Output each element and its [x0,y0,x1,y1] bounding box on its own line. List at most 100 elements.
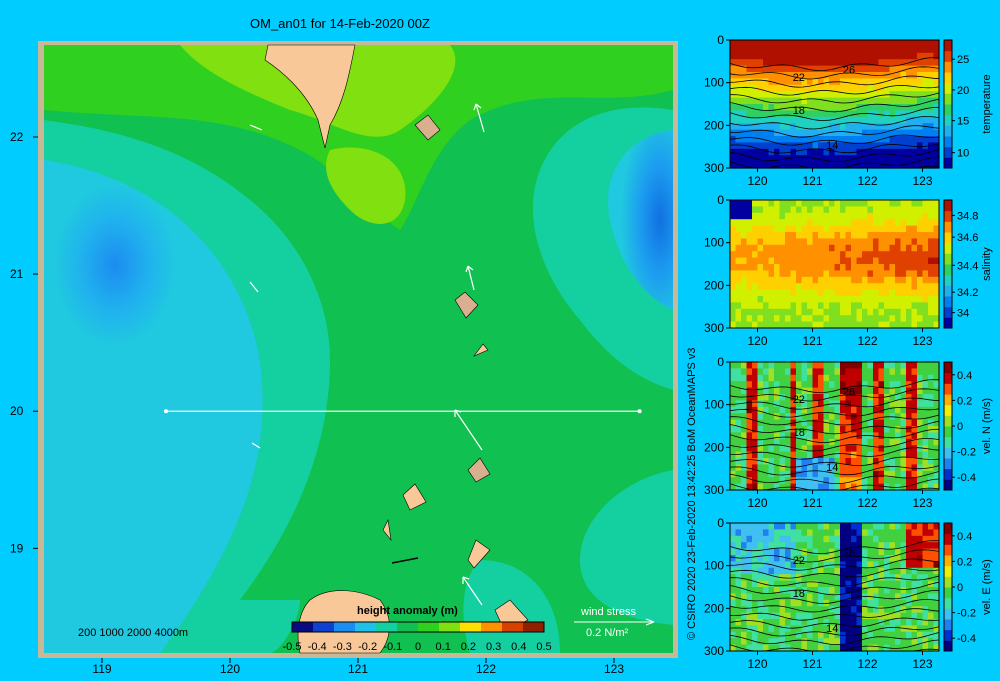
section-cell [746,321,753,329]
section-cell [922,52,929,60]
section-cell [730,129,737,137]
section-cell [933,78,940,86]
section-cell [862,561,869,569]
section-cell [752,244,759,252]
section-cell [884,580,891,588]
colorbar-swatch [355,622,377,632]
x-tick-label: 120 [747,174,767,188]
y-tick-label: 200 [704,601,724,615]
section-cell [768,464,775,472]
section-cell [801,283,808,291]
section-cell [763,257,770,265]
section-cell [829,232,836,239]
section-cell [818,129,825,137]
section-cell [922,419,929,427]
section-cell [900,535,907,543]
section-cell [741,483,748,491]
section-cell [730,458,737,465]
section-cell [735,302,742,310]
colorbar-swatch [944,415,952,427]
section-cell [818,464,825,472]
section-cell [735,464,742,472]
section-cell [730,302,737,310]
section-cell [928,238,935,246]
section-cell [878,593,885,601]
colorbar-tick-label: -0.1 [383,641,402,653]
section-cell [807,438,814,446]
section-cell [812,483,819,491]
section-cell [829,638,836,646]
section-cell [840,104,847,111]
section-cell [889,212,896,220]
section-cell [884,470,891,478]
section-cell [884,136,891,143]
salinity-section-panel: 120 121 122 123010020030034.834.634.434.234… [704,193,993,348]
section-cell [900,257,907,265]
section-cell [845,400,852,408]
section-cell [801,212,808,220]
section-cell [796,542,803,550]
y-tick-label: 300 [704,161,724,175]
section-cell [768,84,775,92]
section-cell [730,426,737,433]
section-cell [741,136,748,143]
section-cell [906,308,913,316]
section-cell [851,251,858,259]
section-cell [845,529,852,537]
section-cell [856,321,863,329]
section-cell [812,289,819,297]
section-cell [779,593,786,601]
section-cell [906,470,913,478]
section-cell [768,97,775,105]
section-cell [884,523,891,530]
section-cell [735,368,742,376]
section-cell [746,40,753,47]
section-cell [763,625,770,633]
section-cell [867,644,874,652]
section-cell [889,200,896,207]
section-cell [746,400,753,408]
section-cell [812,283,819,291]
section-cell [878,606,885,614]
section-cell [752,438,759,446]
section-cell [763,580,770,588]
section-cell [933,381,940,389]
section-cell [917,97,924,105]
section-cell [757,458,764,465]
section-cell [900,251,907,259]
section-cell [812,225,819,233]
section-cell [757,413,764,421]
section-cell [768,65,775,73]
section-cell [790,46,797,54]
section-cell [845,238,852,246]
section-cell [763,368,770,376]
section-cell [796,555,803,562]
section-cell [834,264,841,271]
section-cell [823,535,830,543]
section-cell [856,219,863,227]
section-cell [730,612,737,620]
section-cell [922,523,929,530]
section-cell [829,464,836,472]
section-cell [812,142,819,150]
section-cell [922,381,929,389]
section-cell [796,574,803,582]
section-cell [829,574,836,582]
section-cell [856,257,863,265]
section-cell [867,84,874,92]
section-cell [779,445,786,453]
section-cell [922,200,929,207]
colorbar-tick-label: 10 [957,148,969,160]
section-cell [834,567,841,575]
colorbar-swatch [944,157,952,169]
section-cell [823,40,830,47]
section-cell [741,451,748,459]
section-cell [873,548,880,556]
section-cell [856,52,863,60]
colorbar-swatch [944,104,952,116]
section-cell [862,406,869,414]
section-cell [757,283,764,291]
section-cell [840,238,847,246]
section-cell [917,458,924,465]
section-cell [906,244,913,252]
